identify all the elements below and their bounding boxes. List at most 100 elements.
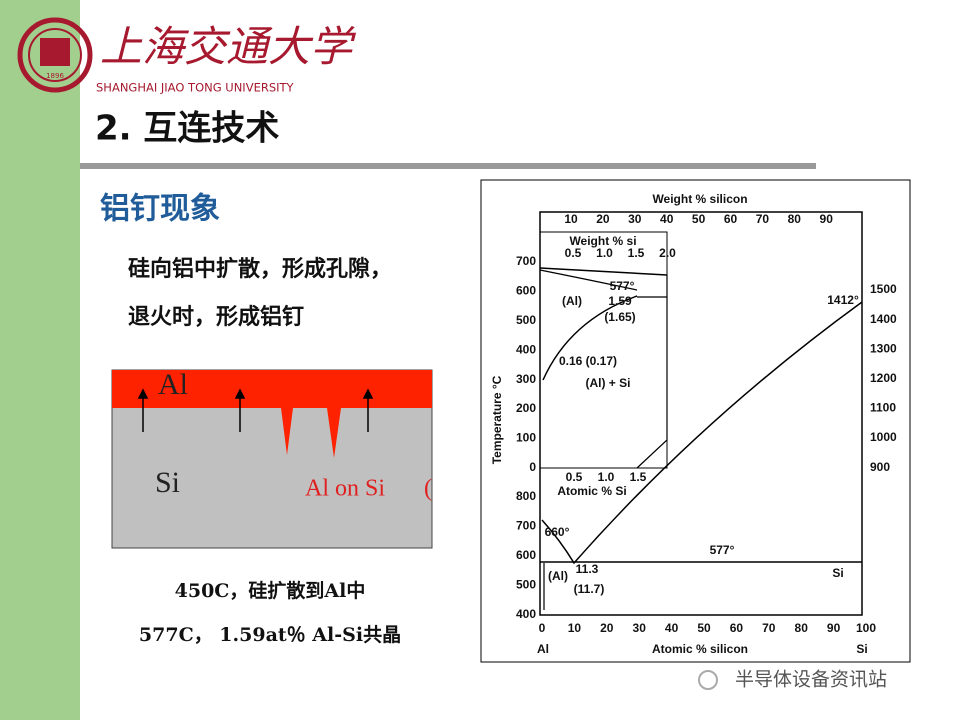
tick-label: 60	[724, 212, 738, 226]
tick-label: 1500	[870, 282, 897, 296]
diagram-label: 577°	[710, 543, 735, 557]
diagram-label: 11.3	[576, 562, 599, 576]
al-layer	[112, 370, 432, 408]
inset-title: Weight % si	[569, 234, 636, 248]
axis-title: Weight % silicon	[652, 192, 747, 206]
tick-label: 500	[516, 313, 536, 327]
inset-curve	[539, 269, 638, 291]
tick-label: 100	[856, 621, 876, 635]
spike-paren: (	[424, 476, 432, 502]
inset-tick: 1.5	[630, 470, 647, 484]
si-label: Si	[155, 466, 180, 499]
title-rule	[80, 163, 816, 169]
tick-label: 20	[600, 621, 614, 635]
logo-inner	[28, 28, 82, 82]
caption: 577C， 1.59at％ Al-Si共晶	[139, 624, 401, 646]
inset-label: (Al) + Si	[585, 376, 630, 390]
axis-end: Si	[856, 642, 867, 656]
al-label: Al	[158, 368, 188, 401]
inset-tick: 1.0	[598, 470, 615, 484]
tick-label: 700	[516, 519, 536, 533]
tick-label: 10	[564, 212, 578, 226]
tick-label: 30	[633, 621, 647, 635]
tick-label: 50	[692, 212, 706, 226]
tick-label: 80	[795, 621, 809, 635]
diagram-label: 660°	[545, 525, 570, 539]
inset-label: 577°	[610, 279, 635, 293]
university-cn: 上海交通大学	[100, 22, 357, 71]
inset-label: 0.16 (0.17)	[559, 354, 617, 368]
slide-title: 2. 互连技术	[95, 109, 279, 149]
tick-label: 1400	[870, 312, 897, 326]
inset-tick: 0.5	[565, 246, 582, 260]
inset-tick: 2.0	[659, 246, 676, 260]
tick-label: 90	[827, 621, 841, 635]
tick-label: 300	[516, 372, 536, 386]
axis-end: Al	[537, 642, 549, 656]
axis-title: Temperature °C	[490, 375, 504, 464]
diagram-label: (11.7)	[574, 582, 605, 596]
diagram-label: Si	[832, 566, 843, 580]
wechat-icon	[698, 670, 718, 690]
inset-tick: 1.0	[596, 246, 613, 260]
tick-label: 80	[788, 212, 802, 226]
tick-label: 50	[697, 621, 711, 635]
inset-label: 1.59	[608, 294, 632, 308]
tick-label: 600	[516, 548, 536, 562]
inset-tick: 1.5	[628, 246, 645, 260]
side-band	[0, 0, 80, 720]
tick-label: 90	[820, 212, 834, 226]
logo-ring	[17, 17, 93, 93]
inset-liquidus	[539, 267, 668, 276]
spike-label: Al on Si	[305, 476, 385, 502]
tick-label: 100	[516, 431, 536, 445]
inset-tick: 0.5	[566, 470, 583, 484]
tick-label: 600	[516, 284, 536, 298]
logo-emblem	[40, 38, 70, 66]
tick-label: 0	[539, 621, 546, 635]
spike	[327, 408, 341, 458]
liquidus	[541, 301, 863, 565]
diagram-frame	[480, 179, 911, 663]
diagram-label: (Al)	[548, 569, 568, 583]
bullet-text: 硅向铝中扩散，形成孔隙，	[128, 256, 392, 282]
tick-label: 1100	[870, 401, 896, 415]
tick-label: 10	[568, 621, 582, 635]
tick-label: 40	[660, 212, 674, 226]
tick-label: 400	[516, 342, 536, 356]
inset-lines	[636, 275, 668, 469]
tick-label: 900	[870, 460, 890, 474]
tick-label: 70	[762, 621, 776, 635]
tick-label: 30	[628, 212, 642, 226]
caption: 450C，硅扩散到Al中	[175, 579, 366, 602]
tick-label: 1300	[870, 341, 897, 355]
section-heading: 铝钉现象	[100, 192, 220, 227]
tick-label: 40	[665, 621, 679, 635]
diagram-label: 1412°	[827, 293, 859, 307]
tick-label: 1000	[870, 430, 897, 444]
inset-title: Atomic % Si	[557, 484, 626, 498]
tick-label: 20	[596, 212, 610, 226]
bullet-text: 退火时，形成铝钉	[128, 304, 304, 330]
logo-bg	[80, 0, 335, 100]
tick-label: 70	[756, 212, 770, 226]
tick-label: 700	[516, 254, 536, 268]
logo-year: 1896	[46, 72, 64, 80]
illustration: Al Si Al on Si (	[111, 368, 433, 549]
tick-label: 800	[516, 489, 536, 503]
watermark: 半导体设备资讯站	[735, 669, 887, 691]
university-en: SHANGHAI JIAO TONG UNIVERSITY	[96, 81, 295, 95]
axis-title: Atomic % silicon	[652, 642, 748, 656]
inset-label: (1.65)	[604, 310, 635, 324]
tick-label: 200	[516, 401, 536, 415]
tick-label: 1200	[870, 371, 897, 385]
tick-label: 0	[529, 460, 536, 474]
tick-label: 60	[730, 621, 744, 635]
tick-label: 400	[516, 607, 536, 621]
tick-label: 500	[516, 578, 536, 592]
inset-solvus	[542, 295, 638, 381]
spike	[281, 408, 293, 455]
inset-label: (Al)	[562, 294, 582, 308]
